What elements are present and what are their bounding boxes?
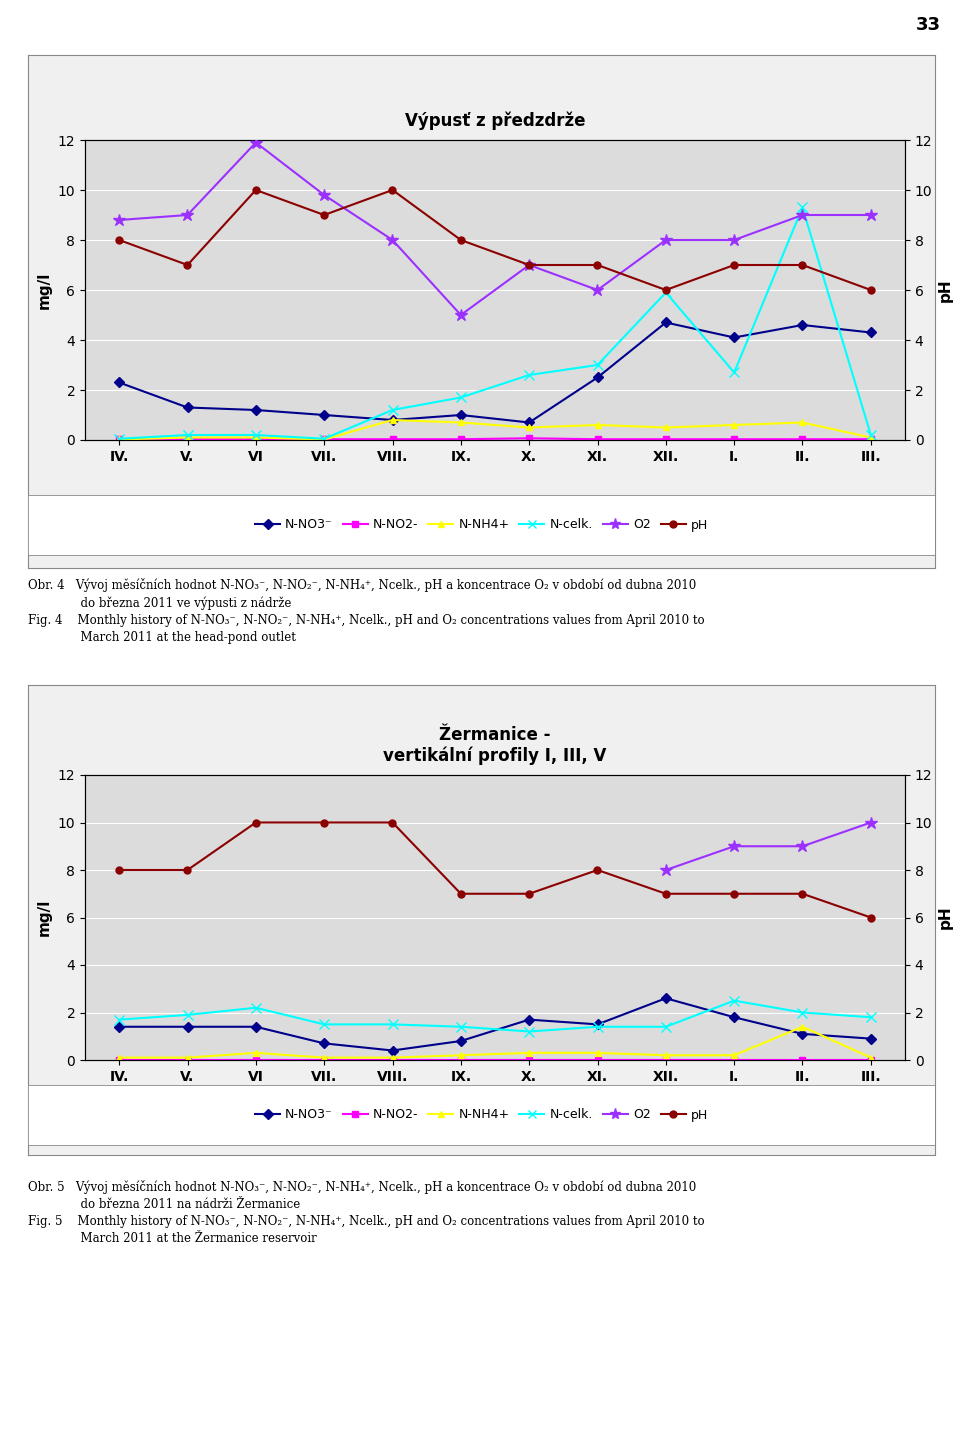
Y-axis label: mg/l: mg/l [37,272,52,309]
Legend: N-NO3⁻, N-NO2-, N-NH4+, N-celk., O2, pH: N-NO3⁻, N-NO2-, N-NH4+, N-celk., O2, pH [251,514,713,536]
Y-axis label: mg/l: mg/l [37,899,52,937]
Y-axis label: pH: pH [938,279,953,302]
Text: Obr. 5   Vývoj měsíčních hodnot N-NO₃⁻, N-NO₂⁻, N-NH₄⁺, Ncelk., pH a koncentrace: Obr. 5 Vývoj měsíčních hodnot N-NO₃⁻, N-… [28,1180,705,1244]
Y-axis label: pH: pH [938,906,953,929]
Title: Žermanice -
vertikální profily I, III, V: Žermanice - vertikální profily I, III, V [383,726,607,765]
Text: Obr. 4   Vývoj měsíčních hodnot N-NO₃⁻, N-NO₂⁻, N-NH₄⁺, Ncelk., pH a koncentrace: Obr. 4 Vývoj měsíčních hodnot N-NO₃⁻, N-… [28,578,705,643]
Text: 33: 33 [916,16,941,35]
Legend: N-NO3⁻, N-NO2-, N-NH4+, N-celk., O2, pH: N-NO3⁻, N-NO2-, N-NH4+, N-celk., O2, pH [251,1104,713,1127]
Title: Výpusť z předzdrže: Výpusť z předzdrže [405,112,586,131]
